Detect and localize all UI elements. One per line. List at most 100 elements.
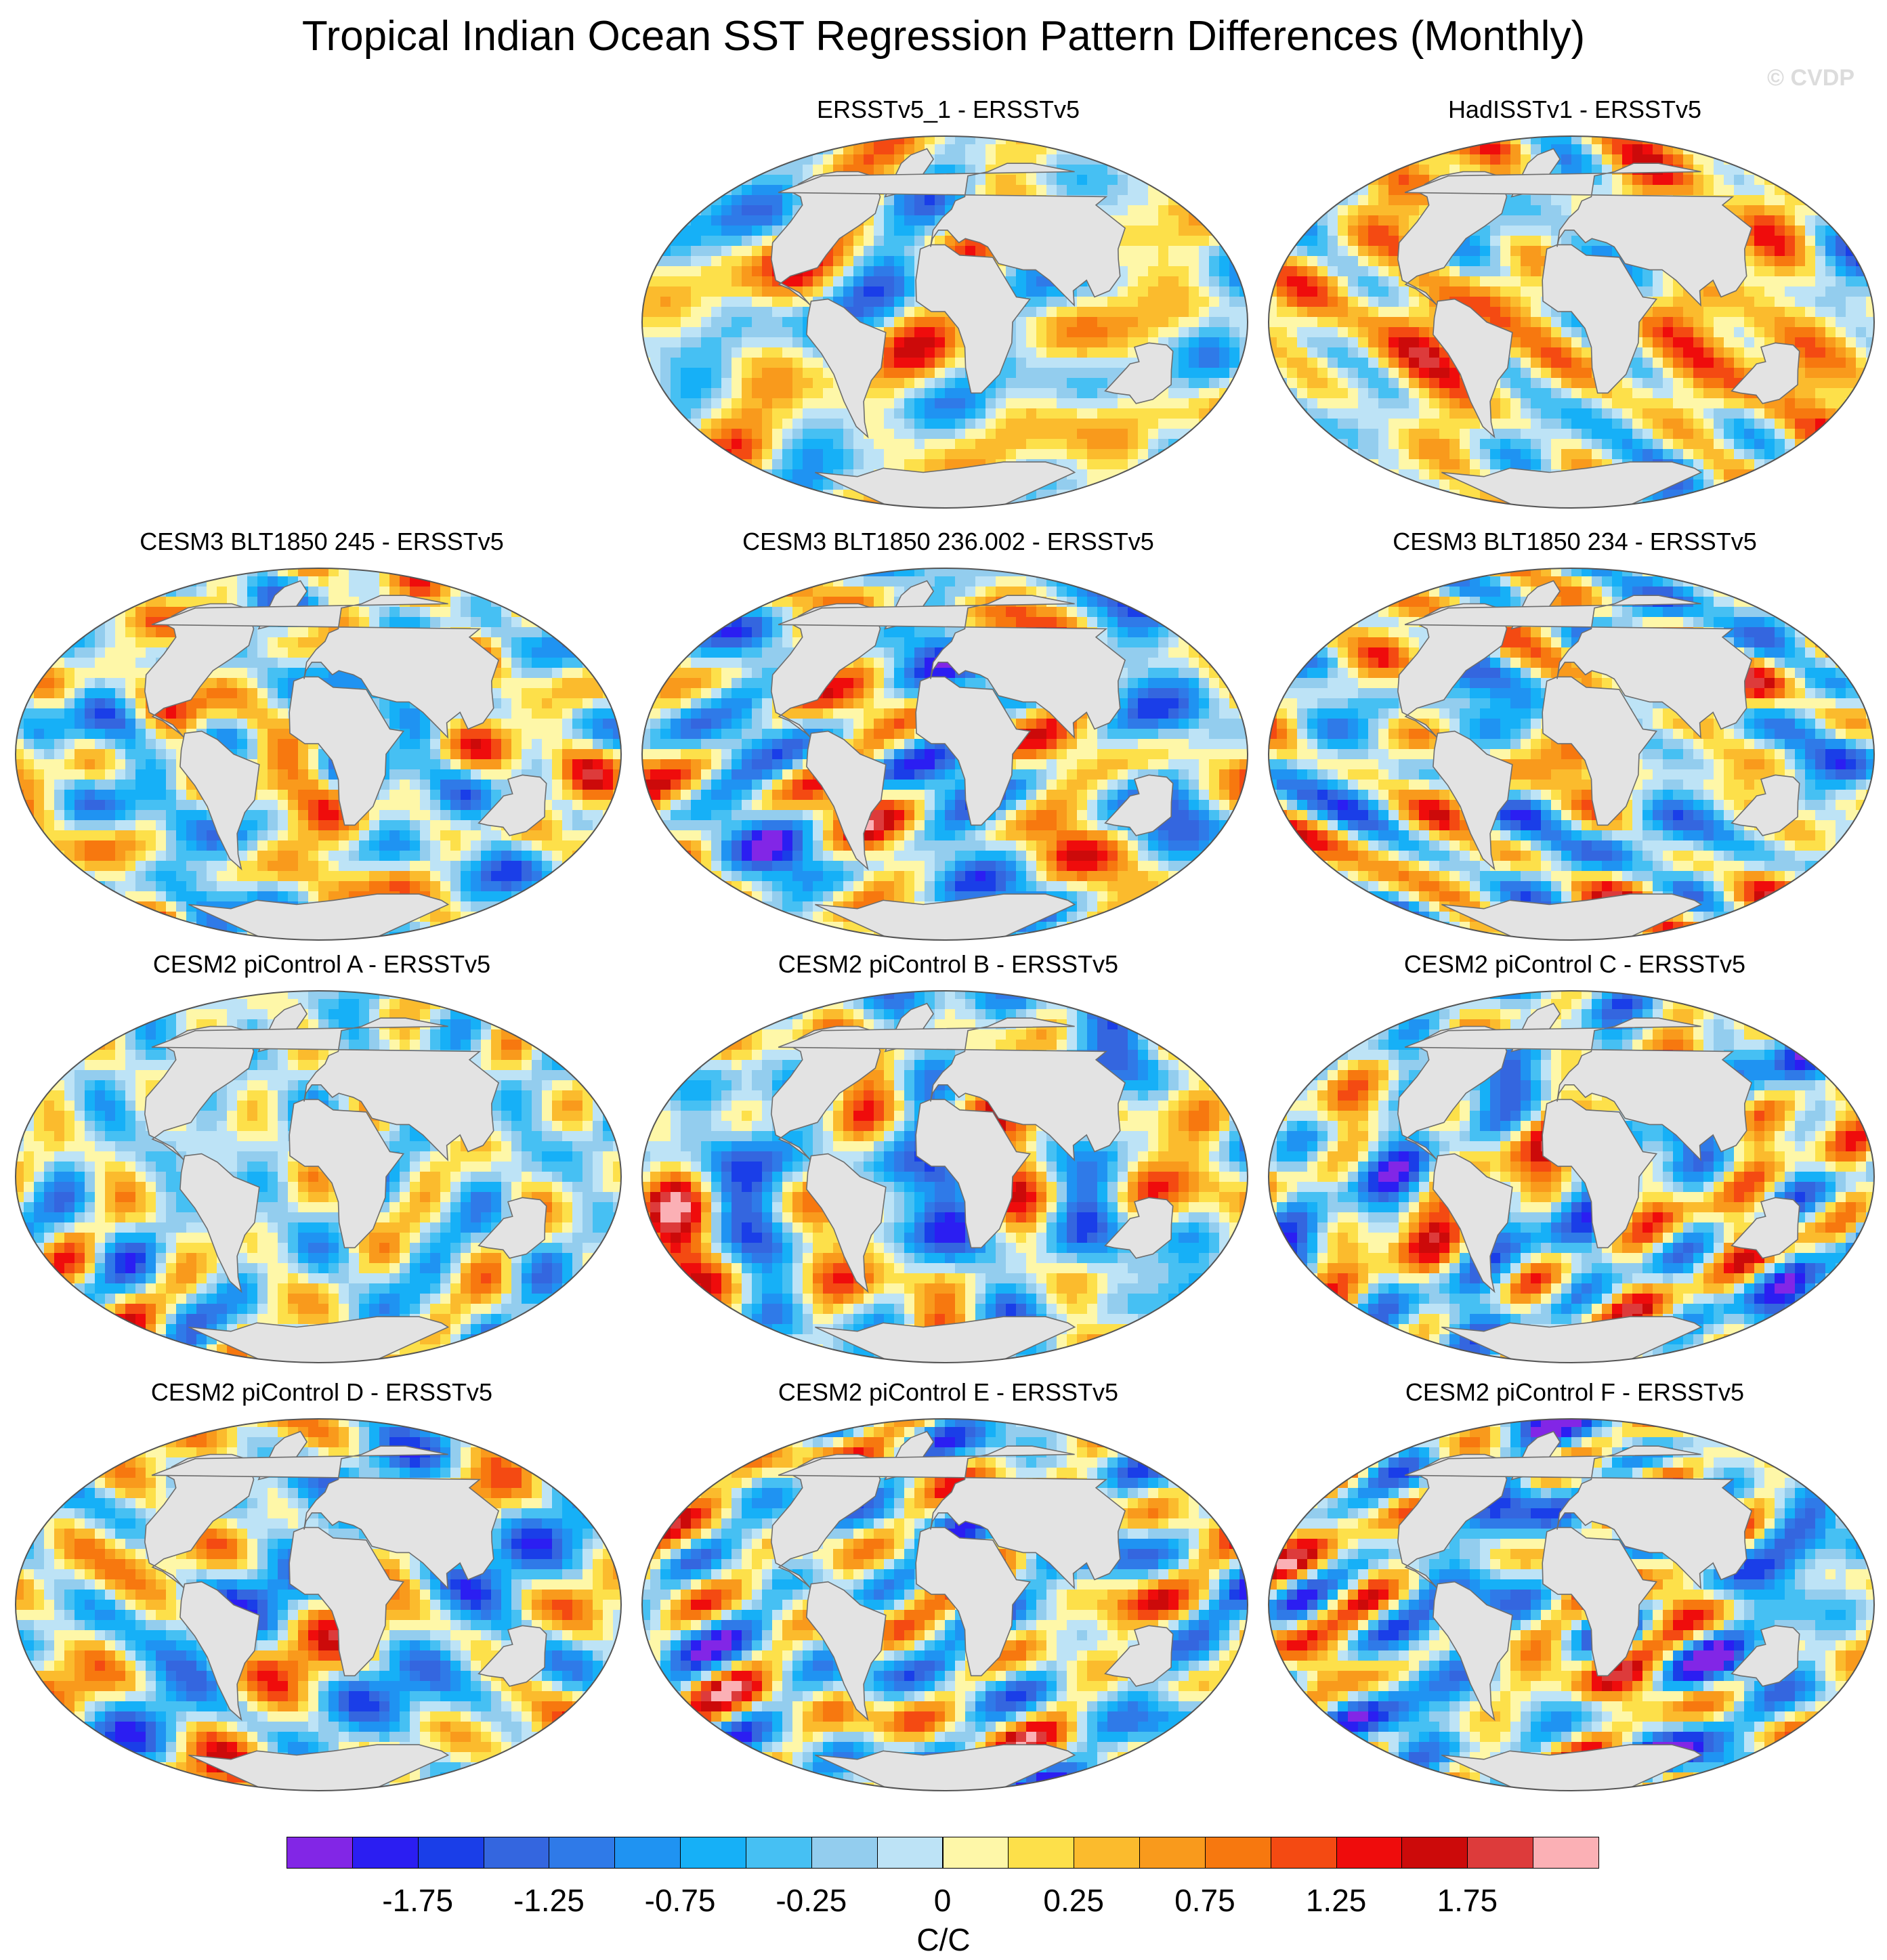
colorbar-swatch <box>614 1837 681 1869</box>
land-africa <box>1542 676 1658 826</box>
land-australia <box>1104 1197 1174 1259</box>
map-panel: CESM3 BLT1850 245 - ERSSTv5 <box>14 527 630 954</box>
sst-field <box>16 991 621 1363</box>
colorbar-swatch <box>1533 1837 1599 1869</box>
land-south-america <box>179 1153 260 1294</box>
colorbar-tick-label: -0.75 <box>626 1881 734 1919</box>
colorbar-swatch <box>1336 1837 1403 1869</box>
colorbar-tick-label: 0.25 <box>1019 1881 1128 1919</box>
colorbar-swatch <box>680 1837 746 1869</box>
map-panel: CESM2 piControl C - ERSSTv5 <box>1267 950 1883 1376</box>
map-outline <box>15 568 622 941</box>
land-south-america <box>179 1581 260 1722</box>
sst-map <box>641 990 1248 1363</box>
sst-map <box>641 568 1248 941</box>
map-outline <box>1268 1418 1875 1791</box>
sst-map <box>641 1418 1248 1791</box>
sst-map <box>1268 568 1875 941</box>
colorbar-tick-label: 1.75 <box>1413 1881 1521 1919</box>
land-south-america <box>1433 1581 1513 1722</box>
land-australia <box>1731 1625 1800 1687</box>
land-australia <box>1731 774 1800 836</box>
land-europe-asia <box>151 1445 500 1590</box>
land-antarctica <box>815 893 1076 940</box>
colorbar-swatch <box>1139 1837 1206 1869</box>
panel-title: CESM2 piControl D - ERSSTv5 <box>14 1378 630 1407</box>
panel-title: CESM2 piControl C - ERSSTv5 <box>1267 950 1883 979</box>
panel-title: CESM2 piControl E - ERSSTv5 <box>640 1378 1256 1407</box>
colorbar-swatch <box>483 1837 550 1869</box>
panel-title: CESM3 BLT1850 236.002 - ERSSTv5 <box>640 527 1256 557</box>
land-europe-asia <box>778 595 1126 739</box>
map-outline <box>641 1418 1248 1791</box>
land-europe-asia <box>1404 1445 1753 1590</box>
panel-title: ERSSTv5_1 - ERSSTv5 <box>640 95 1256 125</box>
colorbar-swatch <box>1008 1837 1075 1869</box>
land-australia <box>478 1625 547 1687</box>
map-outline <box>1268 990 1875 1363</box>
sst-map <box>1268 1418 1875 1791</box>
panel-title: CESM3 BLT1850 245 - ERSSTv5 <box>14 527 630 557</box>
map-outline <box>1268 135 1875 509</box>
map-panel: HadISSTv1 - ERSSTv5 <box>1267 95 1883 521</box>
land-australia <box>1104 1625 1174 1687</box>
colorbar-tick-label: -1.25 <box>494 1881 603 1919</box>
land-antarctica <box>815 1744 1076 1791</box>
colorbar-swatch <box>417 1837 484 1869</box>
map-panel: ERSSTv5_1 - ERSSTv5 <box>640 95 1256 521</box>
land-australia <box>1104 342 1174 404</box>
land-africa <box>1542 244 1658 394</box>
land-europe-asia <box>151 1017 500 1162</box>
colorbar-tick-label: 0 <box>889 1881 997 1919</box>
land-africa <box>915 1099 1032 1249</box>
panel-title: CESM3 BLT1850 234 - ERSSTv5 <box>1267 527 1883 557</box>
sst-map <box>1268 990 1875 1363</box>
sst-map <box>641 135 1248 509</box>
map-outline <box>641 990 1248 1363</box>
land-africa <box>289 1527 405 1677</box>
land-europe-asia <box>151 595 500 739</box>
colorbar-swatch <box>1074 1837 1141 1869</box>
sst-map <box>15 990 622 1363</box>
land-africa <box>289 676 405 826</box>
map-outline <box>641 135 1248 509</box>
land-south-america <box>1433 730 1513 871</box>
land-europe-asia <box>778 163 1126 307</box>
colorbar-swatch <box>811 1837 878 1869</box>
land-antarctica <box>188 1316 450 1363</box>
colorbar-swatch <box>745 1837 812 1869</box>
land-africa <box>1542 1099 1658 1249</box>
colorbar-swatch <box>287 1837 353 1869</box>
map-panel: CESM2 piControl B - ERSSTv5 <box>640 950 1256 1376</box>
land-south-america <box>1433 298 1513 439</box>
land-antarctica <box>815 1316 1076 1363</box>
land-antarctica <box>1441 1316 1703 1363</box>
land-europe-asia <box>778 1445 1126 1590</box>
land-antarctica <box>1441 893 1703 940</box>
land-africa <box>915 244 1032 394</box>
map-outline <box>15 1418 622 1791</box>
colorbar-tick-label: 1.25 <box>1282 1881 1391 1919</box>
land-south-america <box>806 1153 887 1294</box>
sst-map <box>15 1418 622 1791</box>
land-europe-asia <box>1404 1017 1753 1162</box>
land-africa <box>1542 1527 1658 1677</box>
land-antarctica <box>815 461 1076 508</box>
land-europe-asia <box>1404 595 1753 739</box>
panel-title: CESM2 piControl F - ERSSTv5 <box>1267 1378 1883 1407</box>
panel-title: HadISSTv1 - ERSSTv5 <box>1267 95 1883 125</box>
colorbar-tick-label: -1.75 <box>364 1881 472 1919</box>
land-south-america <box>806 1581 887 1722</box>
colorbar-swatch <box>1401 1837 1468 1869</box>
map-outline <box>641 568 1248 941</box>
panel-title: CESM2 piControl B - ERSSTv5 <box>640 950 1256 979</box>
colorbar-swatch <box>876 1837 944 1869</box>
figure-title: Tropical Indian Ocean SST Regression Pat… <box>0 9 1887 64</box>
sst-map <box>1268 135 1875 509</box>
colorbar-swatch <box>1270 1837 1337 1869</box>
colorbar-swatch <box>352 1837 419 1869</box>
land-antarctica <box>1441 461 1703 508</box>
land-africa <box>289 1099 405 1249</box>
colorbar-tick-label: -0.25 <box>757 1881 866 1919</box>
panel-title: CESM2 piControl A - ERSSTv5 <box>14 950 630 979</box>
